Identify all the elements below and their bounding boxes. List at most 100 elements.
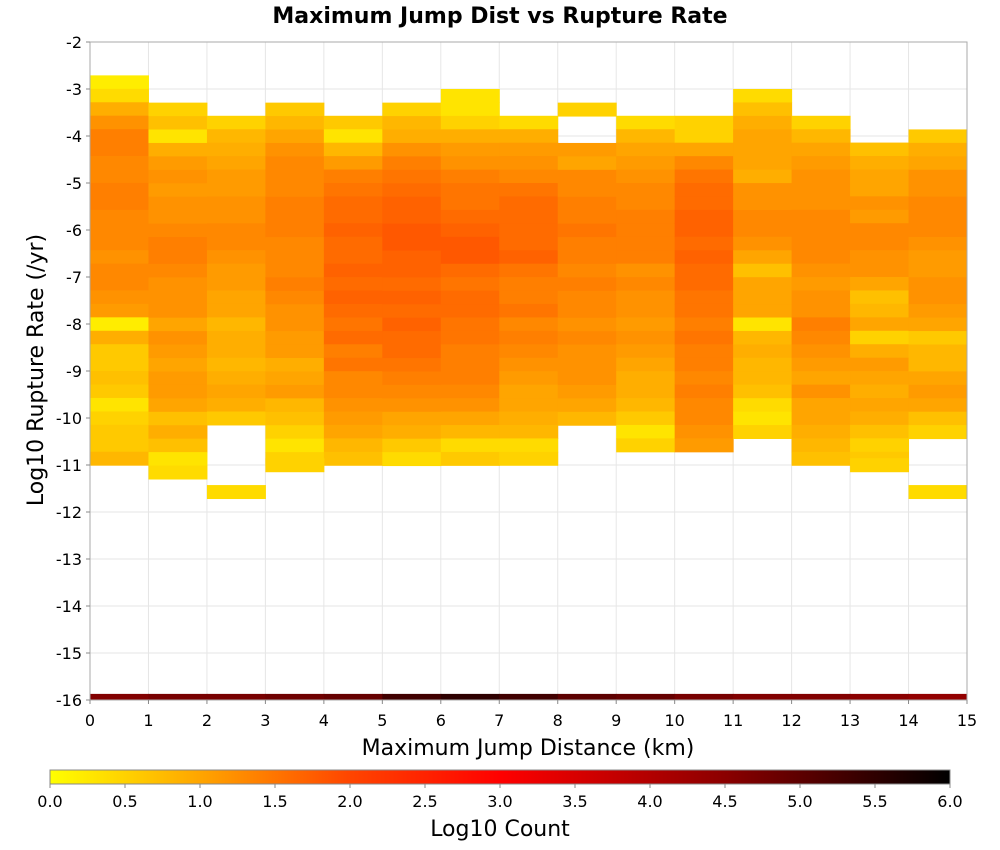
heatmap-cell bbox=[90, 196, 149, 211]
y-tick-label: -2 bbox=[66, 33, 82, 52]
heatmap-cell bbox=[206, 317, 266, 332]
heatmap-cell bbox=[499, 209, 559, 224]
heatmap-cell bbox=[616, 411, 676, 426]
heatmap-cell bbox=[382, 398, 442, 413]
heatmap-cell bbox=[733, 183, 793, 198]
heatmap-cell bbox=[148, 317, 208, 332]
colorbar-tick-label: 3.5 bbox=[562, 792, 587, 811]
heatmap-cell bbox=[733, 142, 793, 157]
heatmap-cell bbox=[206, 290, 266, 305]
heatmap-cell bbox=[733, 196, 793, 211]
heatmap-cell bbox=[206, 344, 266, 359]
heatmap-cell bbox=[499, 277, 559, 292]
heatmap-cell bbox=[557, 398, 617, 413]
heatmap-cell bbox=[791, 317, 851, 332]
heatmap-cell bbox=[323, 196, 383, 211]
heatmap-cell bbox=[90, 209, 149, 224]
heatmap-cell bbox=[382, 129, 442, 144]
heatmap-cell bbox=[499, 236, 559, 251]
heatmap-cell bbox=[908, 371, 968, 386]
heatmap-cell bbox=[674, 371, 734, 386]
heatmap-cell bbox=[382, 183, 442, 198]
colorbar-tick-label: 5.5 bbox=[862, 792, 887, 811]
heatmap-cell bbox=[265, 263, 325, 278]
heatmap-cell bbox=[674, 344, 734, 359]
heatmap-cell bbox=[148, 290, 208, 305]
heatmap-cell bbox=[850, 196, 910, 211]
heatmap-cell bbox=[733, 156, 793, 171]
heatmap-cell bbox=[323, 371, 383, 386]
heatmap-cell bbox=[674, 169, 734, 184]
heatmap-cell bbox=[499, 330, 559, 345]
heatmap-cell bbox=[440, 115, 500, 130]
heatmap-cell bbox=[440, 277, 500, 292]
x-tick-label: 2 bbox=[202, 711, 212, 730]
y-tick-label: -15 bbox=[56, 644, 82, 663]
heatmap-cell bbox=[557, 371, 617, 386]
y-tick-label: -3 bbox=[66, 80, 82, 99]
heatmap-cell bbox=[148, 358, 208, 372]
colorbar-tick-label: 1.5 bbox=[262, 792, 287, 811]
heatmap-cell bbox=[440, 330, 500, 345]
heatmap-cell bbox=[148, 411, 208, 426]
heatmap-cell bbox=[382, 290, 442, 305]
heatmap-cell bbox=[499, 424, 559, 439]
heatmap-cell bbox=[440, 290, 500, 305]
heatmap-cell bbox=[499, 183, 559, 197]
heatmap-cell bbox=[265, 398, 325, 413]
heatmap-cell bbox=[557, 263, 617, 278]
heatmap-cell bbox=[265, 693, 325, 700]
x-tick-label: 14 bbox=[898, 711, 918, 730]
heatmap-cell bbox=[733, 344, 793, 359]
heatmap-cell bbox=[90, 290, 149, 305]
heatmap-cell bbox=[557, 290, 617, 305]
heatmap-cell bbox=[674, 384, 734, 399]
heatmap-cell bbox=[90, 438, 149, 453]
x-tick-label: 6 bbox=[436, 711, 446, 730]
heatmap-cell bbox=[323, 236, 383, 251]
heatmap-cell bbox=[616, 250, 676, 265]
heatmap-cell bbox=[616, 142, 676, 157]
heatmap-cell bbox=[557, 411, 617, 426]
heatmap-cell bbox=[206, 303, 266, 318]
heatmap-cell bbox=[908, 344, 968, 359]
heatmap-cell bbox=[440, 263, 500, 278]
heatmap-cell bbox=[440, 438, 500, 453]
heatmap-cell bbox=[557, 384, 617, 399]
heatmap-cell bbox=[616, 371, 676, 386]
heatmap-cell bbox=[557, 223, 617, 238]
heatmap-cell bbox=[616, 290, 676, 305]
heatmap-cell bbox=[557, 250, 617, 265]
heatmap-cell bbox=[382, 210, 442, 225]
heatmap-cell bbox=[148, 169, 208, 184]
heatmap-cell bbox=[440, 223, 500, 238]
heatmap-cell bbox=[616, 344, 676, 359]
heatmap-cell bbox=[674, 250, 734, 265]
heatmap-cell bbox=[382, 317, 442, 332]
heatmap-cell bbox=[850, 357, 910, 372]
heatmap-cell bbox=[323, 277, 383, 292]
heatmap-cell bbox=[206, 156, 266, 171]
colorbar-tick-label: 0.0 bbox=[37, 792, 62, 811]
heatmap-cell bbox=[90, 182, 149, 197]
heatmap-cell bbox=[733, 89, 793, 103]
heatmap-cell bbox=[557, 331, 617, 346]
heatmap-cell bbox=[440, 411, 500, 426]
heatmap-cell bbox=[90, 88, 149, 103]
heatmap-cell bbox=[850, 156, 910, 170]
heatmap-cell bbox=[791, 330, 851, 345]
heatmap-cell bbox=[850, 290, 910, 305]
heatmap-cell bbox=[440, 169, 500, 184]
heatmap-cell bbox=[148, 129, 208, 144]
heatmap-cell bbox=[323, 142, 383, 157]
heatmap-cell bbox=[616, 236, 676, 251]
heatmap-cell bbox=[908, 250, 968, 265]
heatmap-cell bbox=[90, 357, 149, 372]
heatmap-cell bbox=[265, 250, 325, 265]
heatmap-cell bbox=[265, 223, 325, 238]
heatmap-cell bbox=[323, 303, 383, 318]
heatmap-cell bbox=[733, 425, 793, 439]
colorbar-tick-label: 5.0 bbox=[787, 792, 812, 811]
heatmap-cell bbox=[733, 129, 793, 144]
